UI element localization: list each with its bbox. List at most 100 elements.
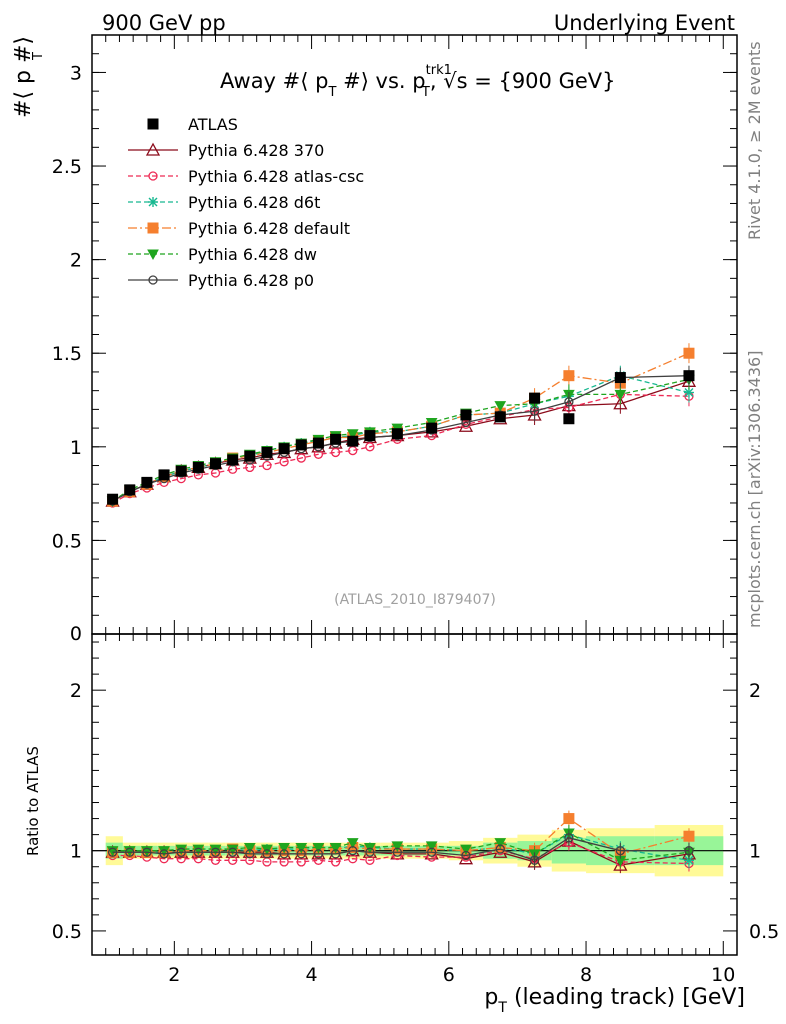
legend-item-pythia-6-428-atlas-csc: Pythia 6.428 atlas-csc: [128, 167, 364, 186]
ratio-point-pythia-6-428-p0: [193, 847, 204, 857]
legend-label: ATLAS: [188, 115, 238, 134]
legend-item-pythia-6-428-370: Pythia 6.428 370: [128, 141, 324, 160]
ratio-point-pythia-6-428-dw: [494, 838, 507, 849]
point-atlas: [529, 392, 541, 404]
ratio-point-pythia-6-428-p0: [296, 849, 306, 859]
ratio-point-pythia-6-428-p0: [365, 847, 375, 857]
ratio-point-pythia-6-428-dw: [243, 842, 256, 854]
series-pythia-6-428-atlas-csc: [107, 384, 694, 508]
legend-label: Pythia 6.428 default: [188, 219, 350, 238]
main-ytick-label: 1.5: [52, 343, 82, 365]
svg-text:#⟨ p #⟩: #⟨ p #⟩: [11, 36, 36, 118]
point-pythia-6-428-dw: [346, 429, 359, 440]
point-atlas: [347, 435, 359, 447]
point-atlas: [683, 370, 695, 382]
point-atlas: [261, 446, 273, 458]
ratio-point-pythia-6-428-dw: [391, 841, 404, 852]
legend-label: Pythia 6.428 p0: [188, 271, 314, 290]
ratio-point-pythia-6-428-p0: [107, 847, 118, 857]
legend: ATLAS Pythia 6.428 370 Pythia 6.428 atlas-…: [128, 115, 364, 290]
ratio-point-pythia-6-428-p0: [392, 847, 402, 857]
ratio-xtick-label: 10: [711, 964, 735, 986]
legend-marker: [147, 118, 159, 130]
x-axis-label: pT (leading track) [GeV]: [484, 985, 745, 1016]
ratio-point-pythia-6-428-atlas-csc: [245, 855, 255, 865]
ratio-point-pythia-6-428-p0: [313, 849, 324, 859]
legend-marker: [147, 249, 159, 261]
point-atlas: [391, 428, 403, 440]
legend-label: Pythia 6.428 dw: [188, 245, 317, 264]
point-pythia-6-428-atlas-csc: [365, 442, 375, 452]
ratio-point-pythia-6-428-p0: [159, 849, 169, 859]
point-pythia-6-428-p0: [564, 397, 574, 407]
point-atlas: [210, 458, 222, 470]
legend-item-pythia-6-428-p0: Pythia 6.428 p0: [128, 271, 314, 290]
ratio-point-pythia-6-428-default: [683, 830, 695, 842]
ratio-point-pythia-6-428-p0: [210, 847, 221, 857]
legend-marker: [148, 171, 158, 181]
point-pythia-6-428-default: [683, 347, 695, 359]
point-atlas: [426, 422, 438, 434]
legend-item-pythia-6-428-dw: Pythia 6.428 dw: [128, 245, 317, 264]
series-atlas: [107, 370, 695, 505]
main-ytick-label: 1: [70, 437, 82, 459]
ratio-point-pythia-6-428-dw: [346, 838, 359, 849]
ratio-point-pythia-6-428-p0: [245, 849, 255, 859]
main-ytick-zero: 0: [70, 623, 82, 645]
plot-title: Away #⟨ pT #⟩ vs. ptrk1 T, √s = {900 GeV}: [220, 63, 616, 100]
point-atlas: [460, 409, 472, 421]
ratio-ytick-label-right: 0.5: [749, 921, 779, 943]
point-atlas: [614, 372, 626, 384]
ratio-point-pythia-6-428-dw: [278, 842, 290, 854]
main-ytick-label: 0.5: [52, 530, 82, 552]
ratio-point-pythia-6-428-p0: [279, 849, 289, 859]
point-atlas: [295, 439, 307, 451]
point-pythia-6-428-atlas-csc: [296, 453, 306, 463]
main-ytick-label: 2.5: [52, 156, 82, 178]
point-atlas: [244, 450, 256, 462]
legend-label: Pythia 6.428 370: [188, 141, 324, 160]
ratio-line-pythia-6-428-atlas-csc: [112, 841, 689, 865]
point-atlas: [330, 433, 342, 445]
ratio-series-pythia-6-428-p0: [107, 829, 694, 869]
ratio-point-pythia-6-428-p0: [427, 847, 437, 857]
ratio-xtick-label: 2: [168, 964, 180, 986]
legend-marker: [145, 142, 161, 156]
ratio-point-pythia-6-428-p0: [125, 847, 135, 857]
legend-item-pythia-6-428-default: Pythia 6.428 default: [128, 219, 350, 238]
point-atlas: [124, 484, 136, 496]
ratio-point-pythia-6-428-dw: [425, 841, 438, 852]
ratio-point-pythia-6-428-p0: [461, 850, 471, 861]
ratio-point-pythia-6-428-p0: [142, 847, 152, 857]
point-pythia-6-428-default: [563, 370, 575, 382]
ratio-ylabel: Ratio to ATLAS: [24, 746, 42, 856]
ratio-frame: [91, 633, 738, 956]
ratio-ytick-label: 0.5: [52, 921, 82, 943]
analysis-watermark: (ATLAS_2010_I879407): [334, 592, 496, 608]
main-ytick-label: 2: [70, 250, 82, 272]
point-atlas: [312, 437, 324, 449]
point-atlas: [175, 465, 187, 477]
ratio-point-pythia-6-428-p0: [228, 847, 238, 857]
ratio-point-pythia-6-428-p0: [564, 833, 574, 843]
point-atlas: [278, 443, 290, 455]
main-series-layer: [105, 343, 697, 508]
ratio-line-pythia-6-428-p0: [112, 837, 689, 862]
ratio-point-pythia-6-428-dw: [295, 842, 308, 854]
point-atlas: [494, 411, 506, 423]
ratio-point-pythia-6-428-atlas-csc: [313, 855, 324, 865]
ratio-series-pythia-6-428-atlas-csc: [107, 834, 694, 872]
point-pythia-6-428-atlas-csc: [279, 457, 289, 467]
header-left: 900 GeV pp: [102, 11, 226, 35]
point-atlas: [141, 476, 153, 488]
legend-item-atlas: ATLAS: [147, 115, 238, 134]
legend-marker: [147, 222, 159, 234]
rivet-label: Rivet 4.1.0, ≥ 2M events: [745, 41, 764, 240]
point-pythia-6-428-dw: [494, 401, 507, 412]
ratio-point-pythia-6-428-p0: [348, 846, 358, 856]
point-pythia-6-428-dw: [614, 389, 627, 401]
legend-item-pythia-6-428-d6t: Pythia 6.428 d6t: [128, 193, 320, 212]
point-pythia-6-428-atlas-csc: [330, 447, 341, 458]
ratio-point-pythia-6-428-p0: [495, 844, 505, 854]
